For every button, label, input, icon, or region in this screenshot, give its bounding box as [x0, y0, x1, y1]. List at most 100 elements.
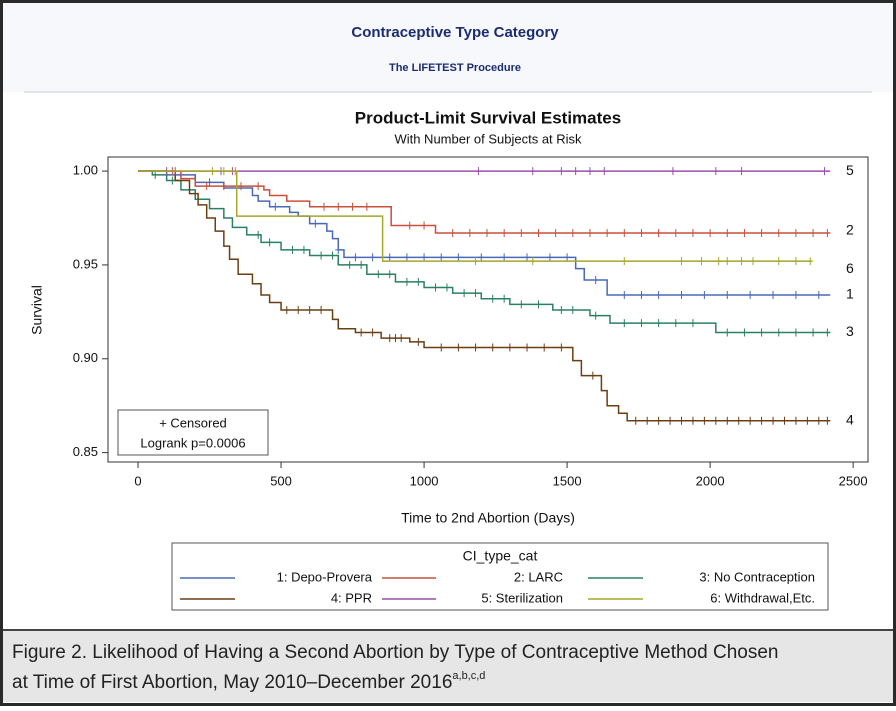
- header-subtitle: The LIFETEST Procedure: [389, 62, 521, 74]
- censor-mark: [569, 229, 576, 238]
- censor-mark: [369, 328, 376, 337]
- censor-mark: [232, 167, 239, 176]
- censor-mark: [689, 319, 696, 328]
- survival-curve: [138, 170, 831, 234]
- censor-mark: [810, 229, 817, 238]
- censor-mark: [220, 167, 227, 176]
- censor-mark: [220, 182, 227, 191]
- censor-mark: [638, 319, 645, 328]
- censor-mark: [712, 416, 719, 425]
- censor-mark: [655, 229, 662, 238]
- censor-mark: [472, 289, 479, 298]
- curve-end-label: 4: [846, 411, 854, 427]
- censor-mark: [738, 167, 745, 176]
- plot-frame: [107, 156, 869, 463]
- censor-mark: [758, 229, 765, 238]
- curve-end-label: 1: [846, 286, 854, 302]
- censor-mark: [306, 305, 313, 314]
- censor-mark: [466, 229, 473, 238]
- censor-mark: [398, 334, 405, 343]
- censor-mark: [206, 178, 213, 187]
- censor-mark: [501, 229, 508, 238]
- censor-mark: [352, 253, 359, 262]
- censor-mark: [758, 328, 765, 337]
- censor-mark: [329, 251, 336, 260]
- censor-mark: [672, 229, 679, 238]
- censor-mark: [535, 229, 542, 238]
- censor-mark: [601, 167, 608, 176]
- censor-mark: [689, 229, 696, 238]
- censor-mark: [621, 319, 628, 328]
- censor-mark: [472, 343, 479, 352]
- caption-text: at Time of First Abortion, May 2010–Dece…: [12, 672, 452, 693]
- censor-mark: [775, 328, 782, 337]
- censor-mark: [747, 416, 754, 425]
- legend-label: 2: LARC: [514, 569, 563, 584]
- censor-mark: [604, 229, 611, 238]
- censor-mark: [735, 416, 742, 425]
- censor-mark: [572, 167, 579, 176]
- censor-mark: [335, 245, 342, 254]
- censor-mark: [489, 343, 496, 352]
- censor-mark: [432, 283, 439, 292]
- censor-mark: [644, 416, 651, 425]
- censor-mark: [392, 334, 399, 343]
- censor-mark: [747, 290, 754, 299]
- y-tick-label: 0.95: [73, 256, 98, 271]
- censor-mark: [529, 167, 536, 176]
- censor-mark: [478, 253, 485, 262]
- censor-mark: [386, 334, 393, 343]
- censor-mark: [638, 290, 645, 299]
- censor-mark: [518, 229, 525, 238]
- censor-mark: [369, 253, 376, 262]
- censor-mark: [461, 289, 468, 298]
- censor-mark: [386, 270, 393, 279]
- censor-mark: [552, 229, 559, 238]
- censor-mark: [506, 343, 513, 352]
- censor-mark: [707, 229, 714, 238]
- y-tick-label: 0.90: [73, 350, 98, 365]
- censor-mark: [209, 167, 216, 176]
- censor-mark: [824, 328, 831, 337]
- censor-mark: [203, 182, 210, 191]
- censor-mark: [678, 257, 685, 266]
- curve-end-label: 3: [846, 323, 854, 339]
- censor-mark: [621, 290, 628, 299]
- censor-mark: [638, 229, 645, 238]
- censor-mark: [564, 253, 571, 262]
- censor-mark: [792, 229, 799, 238]
- censor-mark: [558, 343, 565, 352]
- legend-box: [171, 542, 829, 611]
- censor-mark: [586, 167, 593, 176]
- censor-mark: [529, 257, 536, 266]
- censor-mark: [724, 416, 731, 425]
- censor-mark: [320, 202, 327, 211]
- censor-mark: [804, 416, 811, 425]
- censor-mark: [632, 416, 639, 425]
- legend-label: 5: Sterilization: [481, 590, 563, 605]
- curve-end-label: 5: [846, 162, 854, 178]
- header-band: [3, 3, 893, 92]
- censor-mark: [312, 219, 319, 228]
- x-tick-label: 500: [270, 473, 292, 488]
- censor-mark: [792, 416, 799, 425]
- inset-text: + Censored: [159, 415, 227, 430]
- chart-subtitle: With Number of Subjects at Risk: [394, 131, 582, 146]
- censor-mark: [438, 343, 445, 352]
- censor-mark: [346, 260, 353, 269]
- censor-mark: [775, 257, 782, 266]
- censor-mark: [724, 229, 731, 238]
- censor-mark: [701, 416, 708, 425]
- censor-mark: [667, 416, 674, 425]
- x-tick-label: 1000: [410, 473, 439, 488]
- censor-mark: [775, 229, 782, 238]
- censor-mark: [455, 253, 462, 262]
- x-axis-label: Time to 2nd Abortion (Days): [401, 510, 575, 526]
- censor-mark: [792, 290, 799, 299]
- censor-mark: [589, 371, 596, 380]
- censor-mark: [712, 167, 719, 176]
- censor-mark: [541, 343, 548, 352]
- censor-mark: [455, 343, 462, 352]
